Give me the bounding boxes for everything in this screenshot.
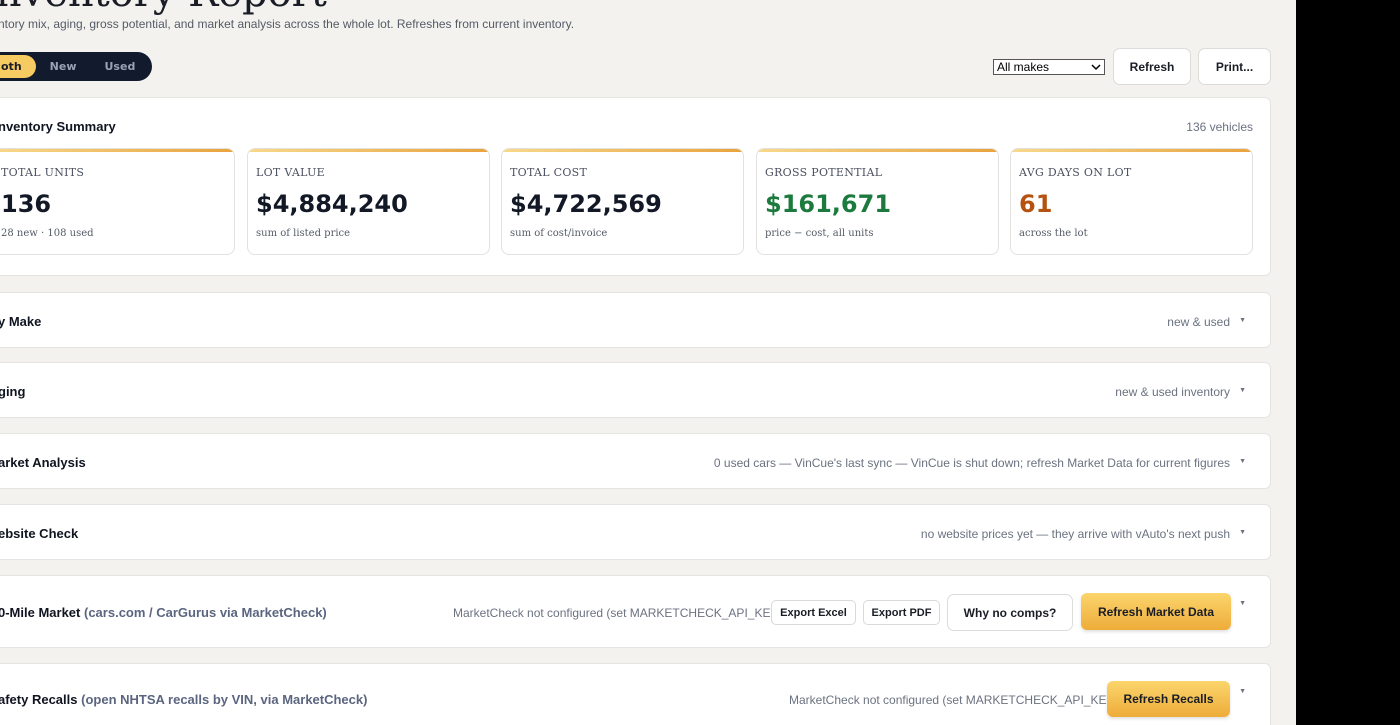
page-subtitle: ntory mix, aging, gross potential, and m… bbox=[0, 17, 575, 31]
kpi-card-lot-value: LOT VALUE $4,884,240 sum of listed price bbox=[247, 148, 490, 255]
kpi-label: TOTAL UNITS bbox=[1, 166, 85, 179]
section-title: 0-Mile Market (cars.com / CarGurus via M… bbox=[0, 605, 327, 620]
caret-down-icon[interactable]: ▼ bbox=[1239, 458, 1246, 465]
section-title-main: afety Recalls bbox=[0, 692, 78, 707]
section-title: afety Recalls (open NHTSA recalls by VIN… bbox=[0, 692, 367, 707]
caret-down-icon[interactable]: ▼ bbox=[1239, 529, 1246, 536]
kpi-note: price − cost, all units bbox=[765, 228, 874, 239]
kpi-label: GROSS POTENTIAL bbox=[765, 166, 883, 179]
section-title: ebsite Check bbox=[0, 526, 79, 541]
kpi-value: 61 bbox=[1019, 190, 1053, 218]
why-no-comps-button[interactable]: Why no comps? bbox=[947, 594, 1073, 631]
kpi-card-total-cost: TOTAL COST $4,722,569 sum of cost/invoic… bbox=[501, 148, 744, 255]
caret-down-icon[interactable]: ▼ bbox=[1239, 387, 1246, 394]
report-viewport: Inventory Report ntory mix, aging, gross… bbox=[0, 0, 1296, 725]
marketcheck-status: MarketCheck not configured (set MARKETCH… bbox=[453, 606, 783, 620]
inventory-summary-panel: nventory Summary 136 vehicles TOTAL UNIT… bbox=[0, 97, 1271, 276]
vehicle-count: 136 vehicles bbox=[1186, 120, 1253, 134]
print-button[interactable]: Print... bbox=[1198, 48, 1271, 85]
kpi-value: 136 bbox=[1, 190, 52, 218]
make-select-value: All makes bbox=[997, 60, 1050, 74]
kpi-value: $4,884,240 bbox=[256, 190, 408, 218]
kpi-label: LOT VALUE bbox=[256, 166, 326, 179]
caret-down-icon[interactable]: ▼ bbox=[1239, 317, 1246, 324]
refresh-recalls-button[interactable]: Refresh Recalls bbox=[1107, 681, 1230, 717]
market-analysis-section[interactable]: arket Analysis 0 used cars — VinCue's la… bbox=[0, 433, 1271, 489]
kpi-card-avg-days: AVG DAYS ON LOT 61 across the lot bbox=[1010, 148, 1253, 255]
chevron-down-icon bbox=[1091, 64, 1101, 71]
export-pdf-button[interactable]: Export PDF bbox=[863, 600, 940, 625]
kpi-note: 28 new · 108 used bbox=[1, 228, 94, 239]
section-title: ging bbox=[0, 384, 26, 399]
kpi-note: across the lot bbox=[1019, 228, 1088, 239]
mile-market-section: 0-Mile Market (cars.com / CarGurus via M… bbox=[0, 575, 1271, 648]
section-title-source: (cars.com / CarGurus via MarketCheck) bbox=[84, 605, 327, 620]
section-title-source: (open NHTSA recalls by VIN, via MarketCh… bbox=[81, 692, 368, 707]
aging-section[interactable]: ging new & used inventory ▼ bbox=[0, 362, 1271, 418]
section-meta: no website prices yet — they arrive with… bbox=[920, 527, 1230, 541]
kpi-card-total-units: TOTAL UNITS 136 28 new · 108 used bbox=[0, 148, 235, 255]
condition-toggle: oth New Used bbox=[0, 52, 152, 81]
inventory-summary-title: nventory Summary bbox=[0, 119, 116, 134]
kpi-label: AVG DAYS ON LOT bbox=[1019, 166, 1132, 179]
kpi-note: sum of cost/invoice bbox=[510, 228, 608, 239]
refresh-market-data-button[interactable]: Refresh Market Data bbox=[1081, 593, 1231, 630]
section-meta: new & used bbox=[1167, 315, 1230, 329]
toggle-new[interactable]: New bbox=[49, 60, 77, 73]
by-make-section[interactable]: y Make new & used ▼ bbox=[0, 292, 1271, 348]
toggle-used[interactable]: Used bbox=[104, 60, 136, 73]
website-check-section[interactable]: ebsite Check no website prices yet — the… bbox=[0, 504, 1271, 560]
kpi-value: $4,722,569 bbox=[510, 190, 662, 218]
kpi-value: $161,671 bbox=[765, 190, 892, 218]
make-select[interactable]: All makes bbox=[993, 59, 1105, 75]
section-meta: new & used inventory bbox=[1115, 385, 1230, 399]
section-title: arket Analysis bbox=[0, 455, 86, 470]
section-title: y Make bbox=[0, 314, 42, 329]
section-title-main: 0-Mile Market bbox=[0, 605, 81, 620]
caret-down-icon[interactable]: ▼ bbox=[1239, 600, 1246, 607]
caret-down-icon[interactable]: ▼ bbox=[1239, 688, 1246, 695]
safety-recalls-section: afety Recalls (open NHTSA recalls by VIN… bbox=[0, 663, 1271, 725]
marketcheck-status: MarketCheck not configured (set MARKETCH… bbox=[789, 693, 1119, 707]
export-excel-button[interactable]: Export Excel bbox=[771, 600, 856, 625]
section-meta: 0 used cars — VinCue's last sync — VinCu… bbox=[713, 456, 1230, 470]
refresh-button[interactable]: Refresh bbox=[1113, 48, 1191, 85]
page-title: Inventory Report bbox=[0, 0, 327, 16]
toggle-both[interactable]: oth bbox=[0, 55, 36, 78]
kpi-card-gross-potential: GROSS POTENTIAL $161,671 price − cost, a… bbox=[756, 148, 999, 255]
kpi-note: sum of listed price bbox=[256, 228, 351, 239]
kpi-label: TOTAL COST bbox=[510, 166, 588, 179]
